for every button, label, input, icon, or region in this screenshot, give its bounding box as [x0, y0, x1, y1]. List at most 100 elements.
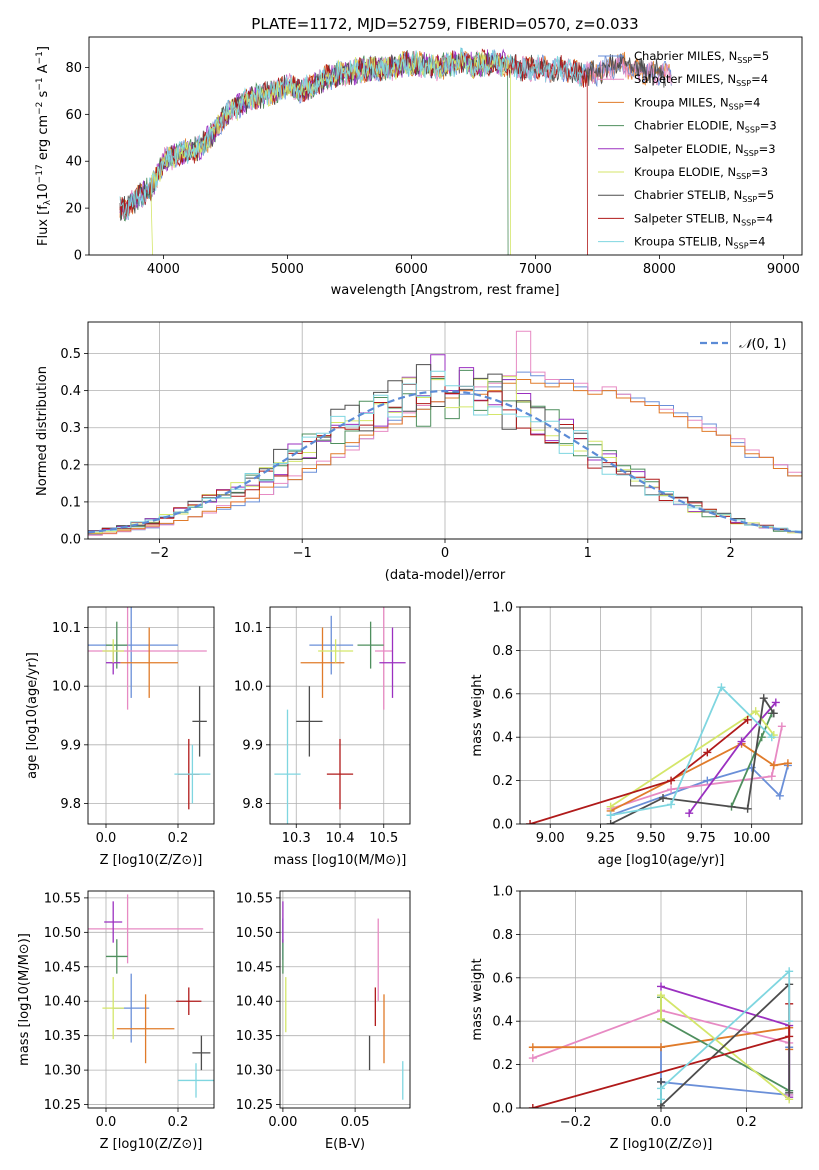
x-tick-label: 10.5	[369, 831, 398, 846]
y-axis-label-part: Flux [f	[36, 205, 51, 246]
legend-label-suffix: =5	[752, 49, 769, 63]
weight-marker-salpeter-elodie	[737, 737, 746, 746]
y-axis-label-part: −17	[35, 164, 45, 183]
x-tick-label: 10.4	[326, 831, 355, 846]
y-axis-label: Normed distribution	[35, 366, 50, 496]
y-axis-label-part: λ	[43, 199, 53, 205]
spectrum-line-chabrier-stelib	[119, 50, 666, 221]
weight-marker-kroupa-stelib	[606, 811, 615, 820]
y-tick-label: 1.0	[492, 601, 513, 616]
axes-frame	[87, 606, 215, 825]
legend-label-chabrier-stelib: Chabrier STELIB, NSSP=5	[634, 188, 774, 204]
x-tick-label: 0.00	[268, 1115, 297, 1130]
age-vs-mass-panel: 10.3 10.4 10.5 9.8 9.9 10.0 10.1 mass [log10(M/…	[234, 606, 411, 868]
weight-marker-kroupa-miles	[783, 759, 792, 768]
y-tick-label: 10.30	[44, 1064, 81, 1079]
x-tick-label: 8000	[643, 262, 676, 277]
y-tick-label: 10.35	[236, 1029, 273, 1044]
weight-marker-salpeter-elodie	[771, 698, 780, 707]
legend-label-suffix: =4	[749, 235, 766, 249]
axes-frame	[87, 890, 215, 1109]
weight-marker-salpeter-stelib	[743, 715, 752, 724]
x-axis-label: age [log10(age/yr)]	[598, 853, 725, 868]
legend-label-kroupa-miles: Kroupa MILES, NSSP=4	[634, 95, 760, 111]
weight-marker-chabrier-miles	[703, 776, 712, 785]
x-axis-label: wavelength [Angstrom, rest frame]	[331, 283, 560, 298]
y-tick-label: 0.0	[492, 818, 513, 833]
legend-label-normal: 𝒩(0, 1)	[739, 337, 786, 352]
weight-marker-kroupa-elodie	[606, 802, 615, 811]
x-tick-label: 0.2	[168, 1115, 189, 1130]
x-tick-label: −0.2	[560, 1115, 592, 1130]
y-tick-label: 9.9	[242, 738, 263, 753]
x-tick-label: 9000	[767, 262, 800, 277]
legend-label-salpeter-elodie: Salpeter ELODIE, NSSP=3	[634, 142, 776, 158]
y-tick-label: 20	[65, 202, 82, 217]
weight-marker-chabrier-elodie	[757, 733, 766, 742]
spectrum-line-kroupa-elodie	[150, 50, 511, 255]
y-tick-label: 0.4	[492, 731, 513, 746]
weight-marker-kroupa-elodie	[657, 991, 665, 1000]
legend-label-salpeter-miles: Salpeter MILES, NSSP=4	[634, 72, 768, 88]
x-tick-label: 0	[441, 546, 449, 561]
legend-label-suffix: =3	[751, 165, 768, 179]
y-tick-label: 0.0	[492, 1102, 513, 1117]
x-tick-label: 4000	[147, 262, 180, 277]
residual-histogram-panel: −2 −1 0 1 2 0.0 0.1 0.2 0.3 0.4 0.5 (data-model)/er…	[35, 321, 803, 583]
x-tick-label: 0.05	[341, 1115, 370, 1130]
weight-marker-kroupa-elodie	[751, 707, 760, 716]
weight-line-salpeter-miles	[610, 726, 783, 810]
weight-line-kroupa-stelib	[610, 685, 773, 817]
age-vs-metallicity-panel: 0.0 0.2 9.8 9.9 10.0 10.1 Z [log10(Z/Z⊙)] age […	[25, 606, 215, 868]
weight-marker-kroupa-stelib	[657, 1095, 665, 1104]
y-tick-label: 10.50	[44, 926, 81, 941]
y-tick-label: 10.25	[236, 1098, 273, 1113]
legend-label-subscript: SSP	[744, 149, 759, 158]
y-tick-label: 10.1	[234, 621, 263, 636]
weight-marker-kroupa-miles	[528, 1043, 537, 1052]
x-tick-label: 0.0	[96, 831, 117, 846]
y-axis-label-part: ]	[36, 46, 51, 51]
weight-marker-salpeter-miles	[528, 1054, 537, 1063]
weight-marker-salpeter-stelib	[667, 776, 676, 785]
weight-marker-chabrier-stelib	[769, 709, 778, 718]
y-tick-label: 10.45	[236, 960, 273, 975]
weight-marker-kroupa-miles	[769, 761, 778, 770]
histogram-kroupa-stelib	[88, 370, 802, 532]
y-axis-label-part: −2	[35, 102, 45, 115]
y-tick-label: 10.55	[44, 891, 81, 906]
y-axis-label-part: erg cm	[36, 115, 51, 164]
y-axis-label-part: −1	[35, 77, 45, 90]
legend-label-chabrier-elodie: Chabrier ELODIE, NSSP=3	[634, 119, 777, 135]
weight-marker-chabrier-stelib	[785, 1088, 794, 1097]
y-tick-label: 10.40	[236, 995, 273, 1010]
axes-frame	[88, 36, 803, 256]
legend-label-subscript: SSP	[736, 172, 751, 181]
legend-label-text: Kroupa MILES, N	[634, 95, 729, 109]
normal-curve	[87, 389, 803, 534]
axes-frame	[519, 606, 803, 825]
y-tick-label: 10.45	[44, 960, 81, 975]
axes-frame	[87, 321, 803, 540]
y-tick-label: 0.2	[492, 774, 513, 789]
x-tick-label: −1	[293, 546, 312, 561]
x-tick-label: 2	[726, 546, 734, 561]
y-tick-label: 0.8	[492, 928, 513, 943]
legend-label-text: Chabrier ELODIE, N	[634, 119, 745, 133]
y-tick-label: 10.35	[44, 1029, 81, 1044]
legend-label-subscript: SSP	[745, 126, 760, 135]
y-tick-label: 0.4	[60, 384, 81, 399]
weight-marker-chabrier-stelib	[659, 793, 668, 802]
weight-marker-chabrier-stelib	[759, 694, 768, 703]
x-tick-label: 6000	[395, 262, 428, 277]
spectrum-line-kroupa-stelib	[119, 47, 586, 218]
weight-marker-salpeter-miles	[767, 772, 776, 781]
legend-label-normal-args: (0, 1)	[751, 337, 786, 352]
weight-vs-age-panel: 9.00 9.25 9.50 9.75 10.00 0.0 0.2 0.4 0.6 0.8 1.0 a…	[470, 601, 803, 868]
y-tick-label: 0	[74, 249, 82, 264]
x-tick-label: 0.0	[651, 1115, 672, 1130]
weight-marker-chabrier-miles	[775, 791, 784, 800]
legend-label-text: Salpeter MILES, N	[634, 72, 736, 86]
y-tick-label: 0.0	[60, 533, 81, 548]
x-tick-label: 9.75	[687, 831, 716, 846]
